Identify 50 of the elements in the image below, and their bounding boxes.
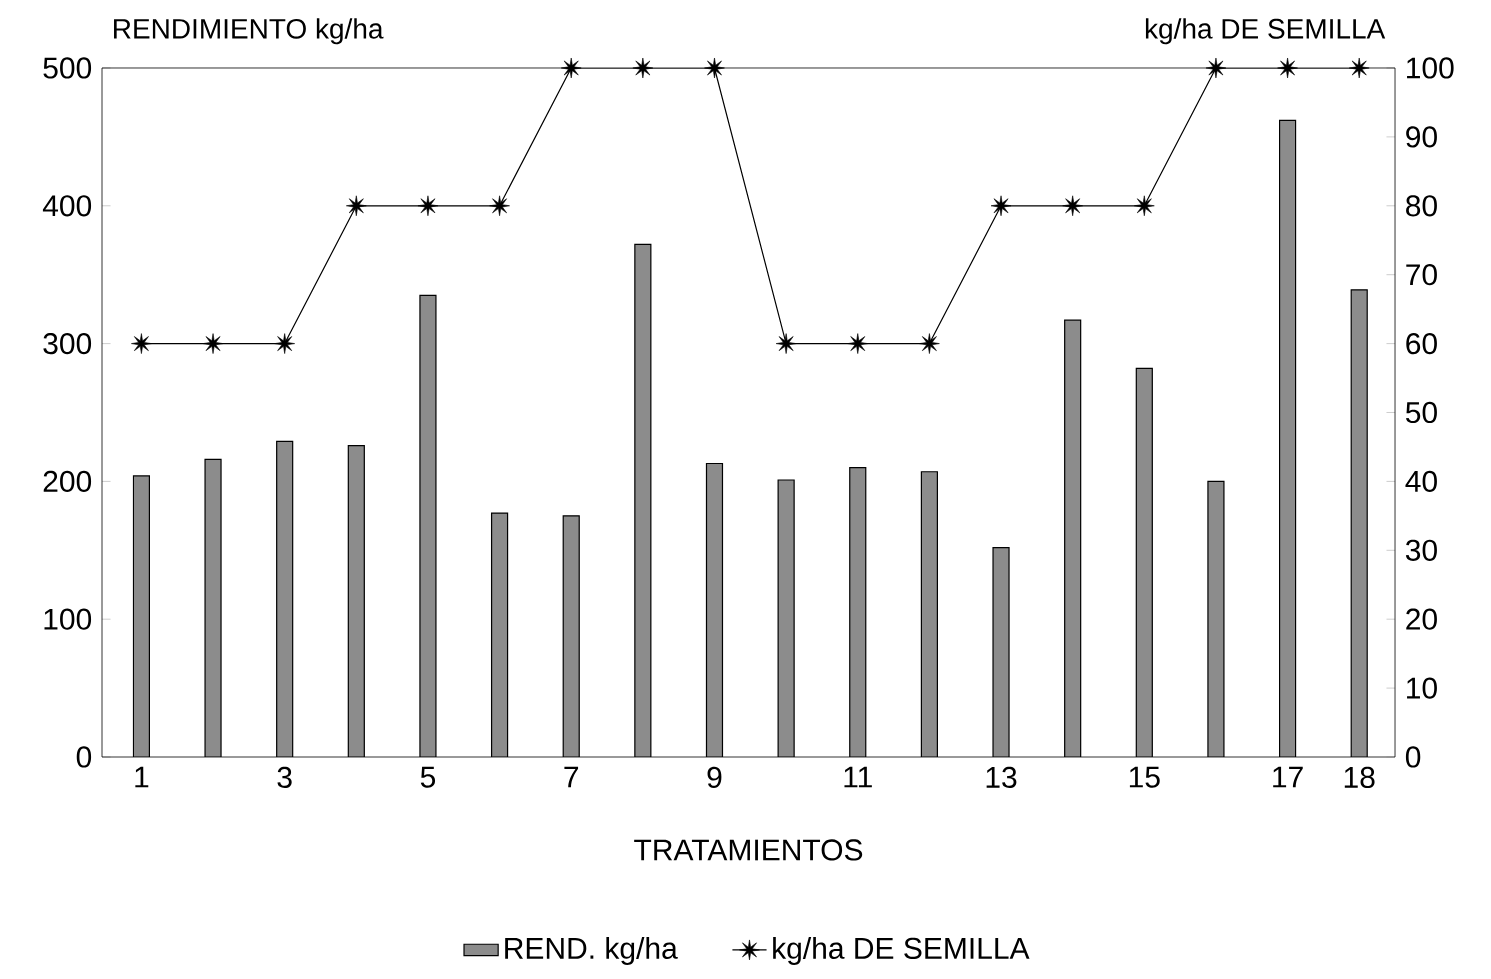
- point: [202, 333, 224, 354]
- x-tick-label: 13: [986, 766, 1017, 788]
- point: [1277, 57, 1298, 79]
- y2-tick-label: 90: [1406, 126, 1437, 148]
- y-tick-label: 100: [44, 608, 92, 630]
- y2-tick-label: 60: [1406, 332, 1437, 355]
- x-tick-label: 1: [135, 766, 149, 788]
- x-tick-label: 15: [1129, 766, 1160, 788]
- x-tick-label: 18: [1344, 766, 1375, 788]
- point: [632, 57, 654, 79]
- y2-tick-label: 100: [1407, 57, 1454, 79]
- point: [1205, 57, 1227, 79]
- y2-axis-title: kg/ha DE SEMILLA: [1145, 18, 1386, 45]
- point: [417, 195, 439, 217]
- point: [1348, 57, 1370, 79]
- point: [1134, 195, 1155, 217]
- y2-tick-label: 80: [1406, 195, 1437, 217]
- y2-tick-label: 0: [1405, 746, 1421, 768]
- point: [704, 57, 725, 79]
- y-tick-label: 500: [43, 57, 92, 79]
- x-tick-label: 5: [420, 766, 436, 788]
- point: [775, 333, 797, 354]
- point: [489, 195, 510, 217]
- y-tick-label: 200: [43, 470, 92, 492]
- y-axis-title: RENDIMIENTO kg/ha: [114, 18, 384, 45]
- point: [560, 57, 582, 79]
- x-tick-label: 9: [707, 766, 722, 788]
- point: [131, 333, 152, 354]
- y2-tick-label: 70: [1406, 264, 1437, 286]
- y2-tick-label: 40: [1405, 470, 1437, 493]
- x-tick-label: 3: [277, 766, 292, 788]
- y-tick-label: 400: [42, 195, 92, 217]
- legend-label: REND. kg/ha: [505, 936, 678, 965]
- point: [274, 333, 295, 354]
- point: [990, 195, 1012, 217]
- x-tick-label: 7: [564, 766, 579, 788]
- point: [346, 195, 367, 217]
- y2-tick-label: 20: [1406, 608, 1437, 630]
- y2-tick-label: 10: [1407, 677, 1437, 699]
- point: [847, 333, 869, 354]
- point: [1062, 195, 1083, 217]
- y2-tick-label: 50: [1405, 401, 1437, 424]
- x-tick-label: 11: [844, 766, 872, 788]
- y-tick-label: 300: [43, 332, 92, 355]
- x-axis-title: TRATAMIENTOS: [634, 839, 863, 861]
- y-tick-label: 0: [76, 746, 92, 768]
- y2-tick-label: 30: [1405, 539, 1437, 561]
- point: [919, 333, 940, 354]
- legend-label: kg/ha DE SEMILLA: [773, 936, 1030, 965]
- x-tick-label: 17: [1273, 766, 1303, 788]
